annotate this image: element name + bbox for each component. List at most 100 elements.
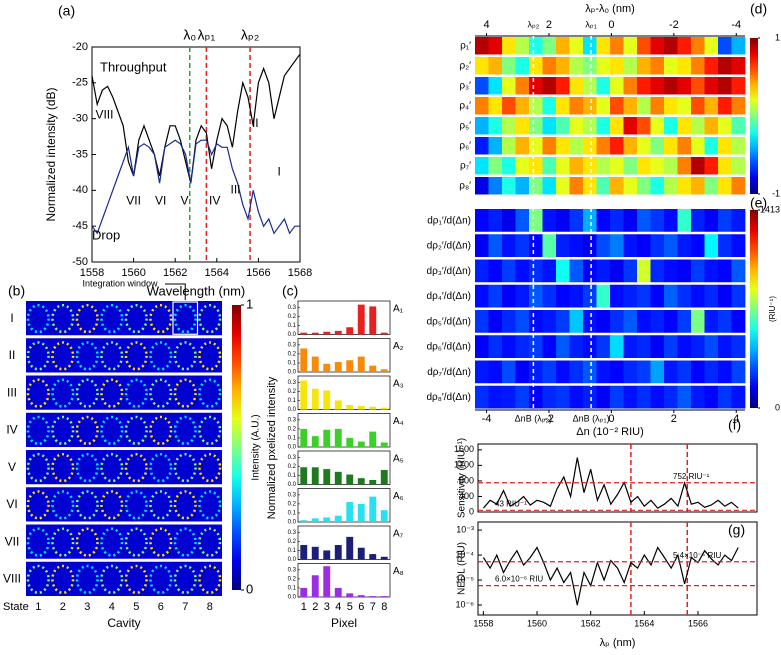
heatmap-cell (610, 310, 624, 333)
heatmap-cell (515, 37, 530, 55)
x-tick-label: -2 (669, 19, 679, 31)
heatmap-cell (623, 209, 638, 232)
heatmap-cell (542, 37, 557, 55)
heatmap-cell (691, 97, 705, 115)
heatmap-cell (502, 310, 516, 333)
heatmap-cell (610, 335, 624, 358)
cavity-ring (124, 303, 148, 334)
bar (323, 363, 331, 372)
heatmap-cell (583, 209, 597, 232)
cavity-ring (149, 341, 173, 371)
plot-frame (297, 488, 391, 523)
x-axis-label: Wavelength (nm) (147, 283, 246, 298)
bar (334, 471, 342, 485)
heatmap-cell (623, 259, 638, 283)
heatmap-cell (596, 37, 611, 55)
y-tick-label: 0.3 (288, 455, 297, 461)
bar (380, 442, 388, 447)
panel-label: (e) (750, 195, 767, 211)
heatmap-cell (529, 385, 543, 409)
bar (300, 332, 308, 335)
reference-label: 5.4×10⁻⁵ RIU (673, 551, 721, 560)
heatmap-cell (691, 234, 705, 257)
heatmap-cell (718, 57, 732, 75)
heatmap-cell (650, 209, 665, 232)
bar (334, 400, 342, 410)
y-tick-label: 0.1 (288, 511, 297, 517)
heatmap-cell (704, 360, 719, 384)
y-tick-label: 0.3 (288, 530, 297, 536)
heatmap-cell (610, 77, 624, 95)
y-tick-label: -30 (72, 113, 88, 125)
bar (334, 330, 342, 335)
heatmap-cell (583, 157, 597, 175)
row-label: ρ₅′ (459, 121, 471, 132)
heatmap-cell (637, 137, 651, 155)
heatmap-cell (502, 335, 516, 358)
bar (311, 388, 319, 410)
y-tick-label: 400 (459, 491, 474, 501)
heatmap-cell (637, 97, 651, 115)
heatmap-cell (529, 97, 543, 115)
y-axis-label: Normalized pxelized intensity (266, 376, 278, 519)
heatmap-cell (556, 157, 570, 175)
cavity-ring (173, 527, 197, 557)
x-tick-label: 1566 (688, 618, 708, 628)
heatmap-cell (529, 335, 543, 358)
heatmap-cell (664, 209, 678, 232)
bar (357, 595, 365, 597)
heatmap-cell (718, 77, 732, 95)
heatmap-cell (718, 157, 732, 175)
bar (311, 332, 319, 335)
heatmap-cell (542, 234, 557, 257)
x-tick-label: -4 (482, 413, 492, 425)
heatmap-cell (488, 177, 503, 195)
heatmap-cell (475, 77, 489, 95)
heatmap-cell (664, 310, 678, 333)
heatmap-cell (556, 97, 570, 115)
y-tick-label: -40 (72, 184, 88, 196)
cavity-ring (149, 452, 173, 483)
x-tick-label: 1564 (634, 618, 654, 628)
heatmap-cell (529, 137, 543, 155)
heatmap-cell (637, 310, 651, 333)
row-label: ρ₇′ (460, 161, 471, 172)
heatmap-cell (515, 234, 530, 257)
annotation: II (252, 116, 259, 130)
heatmap-cell (502, 259, 516, 283)
heatmap-cell (718, 360, 732, 384)
heatmap-cell (488, 234, 503, 257)
cavity-ring (124, 527, 148, 557)
heatmap-cell (515, 157, 530, 175)
heatmap-cell (731, 157, 746, 175)
heatmap-cell (677, 385, 692, 409)
heatmap-cell (691, 137, 705, 155)
bar (334, 515, 342, 522)
heatmap-cell (623, 137, 638, 155)
row-label: ρ₂′ (460, 61, 472, 72)
heatmap-cell (569, 57, 584, 75)
heatmap-cell (664, 37, 678, 55)
cavity-ring (100, 527, 124, 557)
heatmap-cell (704, 137, 719, 155)
cavity-ring (26, 490, 50, 520)
x-tick-label: 7 (182, 601, 188, 613)
x-tick-label: 5 (347, 601, 353, 613)
heatmap-cell (556, 177, 570, 195)
bar (369, 479, 377, 485)
x-tick-label: 5 (133, 601, 139, 613)
y-tick-label: 0.1 (288, 436, 297, 442)
state-image (26, 487, 222, 522)
heatmap-cell (502, 209, 516, 232)
heatmap-cell (529, 177, 543, 195)
heatmap-cell (515, 310, 530, 333)
heatmap-cell (691, 259, 705, 283)
plot-frame (297, 563, 391, 598)
heatmap-cell (731, 57, 746, 75)
heatmap-cell (502, 57, 516, 75)
cavity-ring (100, 564, 124, 595)
x-tick-label: 1 (301, 601, 307, 613)
series-line (91, 139, 300, 235)
heatmap-cell (556, 335, 570, 358)
heatmap-cell (542, 209, 557, 232)
